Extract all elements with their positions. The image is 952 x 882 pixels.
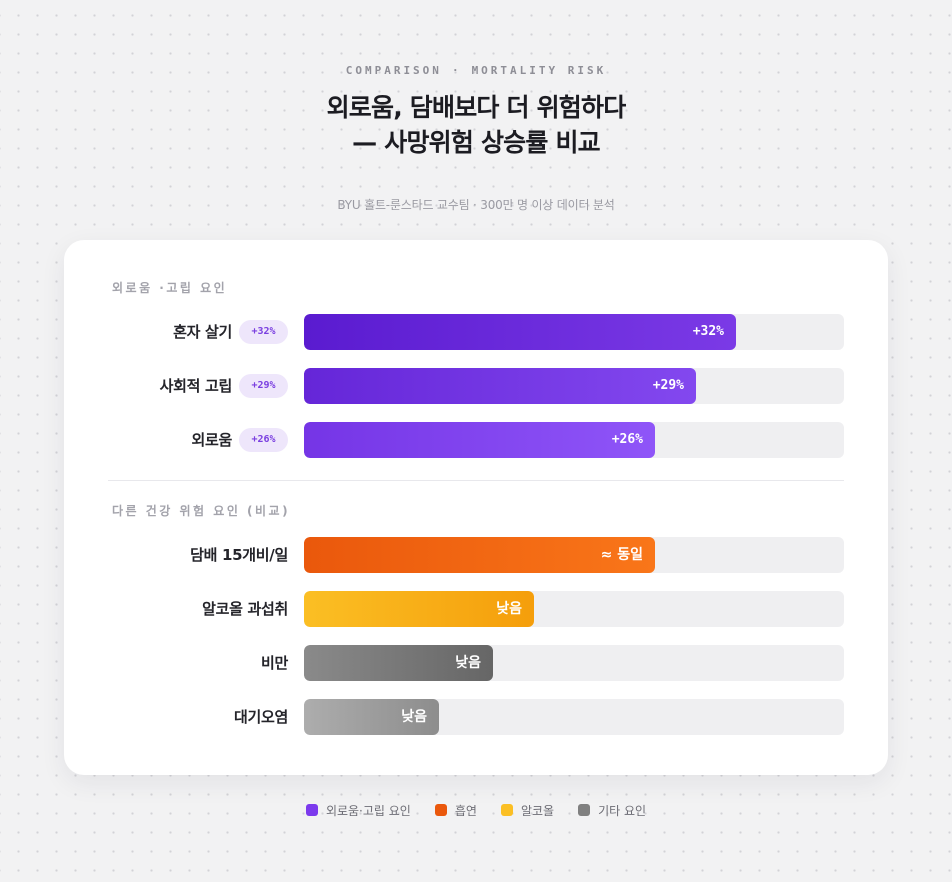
section-label-other: 다른 건강 위험 요인 (비교) [112, 504, 291, 518]
bar-row: 외로움 +26% +26% [64, 422, 888, 458]
legend-label: 알코올 [520, 803, 555, 818]
title-line-2: — 사망위험 상승률 비교 [352, 128, 601, 157]
category-label: 담배 15개비/일 [190, 546, 288, 564]
chart-card: 외로움 ·고립 요인 다른 건강 위험 요인 (비교) 혼자 살기 +32% +32… [64, 240, 888, 775]
bar-row: 담배 15개비/일 ≈ 동일 [64, 537, 888, 573]
bar-row: 대기오염 낮음 [64, 699, 888, 735]
bar: +32% [304, 314, 736, 350]
legend-label: 외로움·고립 요인 [325, 803, 411, 818]
bar-track: 낮음 [304, 591, 844, 627]
bar-value-label: +29% [652, 378, 684, 393]
legend-item: 알코올 [500, 802, 555, 819]
bar-row: 혼자 살기 +32% +32% [64, 314, 888, 350]
bar-track: +29% [304, 368, 844, 404]
category-label: 대기오염 [233, 708, 288, 726]
legend-swatch [434, 804, 447, 816]
bar: 낮음 [304, 645, 493, 681]
bar: 낮음 [304, 591, 534, 627]
bar: +26% [304, 422, 655, 458]
title-line-1: 외로움, 담배보다 더 위험하다 [326, 93, 627, 122]
legend-label: 흡연 [454, 803, 477, 818]
bar-value-label: ≈ 동일 [600, 547, 643, 563]
bar-track: +32% [304, 314, 844, 350]
category-label: 외로움 [191, 431, 232, 449]
category-label: 사회적 고립 [159, 377, 233, 395]
bar-value-label: 낮음 [455, 655, 481, 671]
bar-row: 알코올 과섭취 낮음 [64, 591, 888, 627]
bar-value-label: +26% [611, 432, 643, 447]
legend-label: 기타 요인 [598, 803, 647, 818]
subtitle: BYU 홀트-룬스타드 교수팀 · 300만 명 이상 데이터 분석 [337, 198, 615, 212]
page-title: 외로움, 담배보다 더 위험하다 — 사망위험 상승률 비교 [0, 90, 952, 160]
category-label: 비만 [260, 654, 288, 672]
legend-item: 흡연 [434, 802, 477, 819]
bar-value-label: 낮음 [496, 601, 522, 617]
section-divider [108, 480, 844, 481]
bar-value-label: 낮음 [401, 709, 427, 725]
kicker-left: COMPARISON [345, 64, 442, 77]
kicker-right: MORTALITY RISK [471, 64, 607, 77]
chart-kicker: COMPARISON · MORTALITY RISK [0, 64, 952, 77]
category-label: 혼자 살기 [173, 323, 232, 341]
value-chip: +32% [239, 320, 288, 344]
bar-value-label: +32% [692, 324, 724, 339]
section-label-loneliness: 외로움 ·고립 요인 [112, 281, 228, 295]
category-label: 알코올 과섭취 [202, 600, 288, 618]
value-chip: +29% [239, 374, 288, 398]
bar-track: +26% [304, 422, 844, 458]
legend-item: 외로움·고립 요인 [305, 802, 411, 819]
value-chip: +26% [239, 428, 288, 452]
bar-track: 낮음 [304, 645, 844, 681]
bar: +29% [304, 368, 696, 404]
bar-track: 낮음 [304, 699, 844, 735]
bar-row: 비만 낮음 [64, 645, 888, 681]
kicker-separator: · [451, 64, 462, 77]
bar-row: 사회적 고립 +29% +29% [64, 368, 888, 404]
bar: 낮음 [304, 699, 439, 735]
legend-swatch [305, 804, 318, 816]
legend-swatch [578, 804, 591, 816]
legend-swatch [500, 804, 513, 816]
legend: 외로움·고립 요인 흡연 알코올 기타 요인 [0, 800, 952, 820]
legend-item: 기타 요인 [578, 802, 646, 819]
bar: ≈ 동일 [304, 537, 655, 573]
bar-track: ≈ 동일 [304, 537, 844, 573]
